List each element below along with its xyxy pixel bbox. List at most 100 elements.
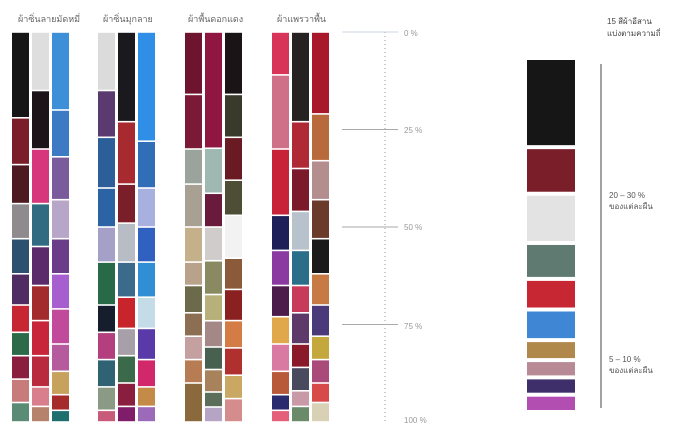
bar-segment-g4-c1-s9: [272, 372, 289, 394]
legend-range-high-sub: ของแต่ละผืน: [609, 202, 653, 211]
bar-segment-g3-c1-s7: [185, 286, 202, 312]
bar-segment-g3-c2-s9: [205, 370, 222, 392]
bar-segment-g4-c1-s7: [272, 317, 289, 344]
bar-segment-g4-c2-s1: [292, 32, 309, 121]
legend-range-high: 20 – 30 % ของแต่ละผืน: [609, 190, 653, 212]
bar-segment-g3-c2-s7: [205, 321, 222, 347]
bar-segment-g1-c2-s9: [32, 387, 49, 406]
bar-segment-g3-c2-s4: [205, 227, 222, 260]
bar-segment-g1-c3-s11: [52, 411, 69, 422]
bar-segment-g3-c3-s7: [225, 290, 242, 320]
bar-segment-g2-c3-s6: [138, 298, 155, 328]
bar-segment-g2-c2-s1: [118, 32, 135, 121]
group-header-3: ผ้าพื้นดอกแดง: [188, 14, 244, 24]
bar-segment-g4-c1-s8: [272, 344, 289, 371]
bar-segment-g2-c1-s6: [98, 262, 115, 305]
bar-segment-g3-c1-s10: [185, 360, 202, 383]
legend-swatch-7: [527, 342, 575, 359]
legend-title: 15 สีผ้าอีสาน แบ่งตามความถี่: [607, 16, 661, 40]
bar-segment-g4-c3-s8: [312, 337, 329, 359]
bar-segment-g1-c2-s6: [32, 286, 49, 320]
group-header-1: ผ้าซิ่นลายมัดหมี่: [18, 14, 81, 24]
bar-segment-g3-c2-s1: [205, 32, 222, 148]
bar-segment-g2-c1-s3: [98, 138, 115, 188]
legend-title-line2: แบ่งตามความถี่: [607, 29, 661, 38]
bar-segment-g4-c2-s9: [292, 368, 309, 390]
bar-segment-g3-c1-s11: [185, 383, 202, 422]
legend-swatch-9: [527, 379, 575, 393]
bar-segment-g3-c1-s8: [185, 313, 202, 336]
bar-segment-g4-c3-s1: [312, 32, 329, 114]
bar-segment-g4-c1-s11: [272, 411, 289, 422]
bar-segment-g2-c3-s3: [138, 188, 155, 227]
bar-segment-g3-c2-s11: [205, 407, 222, 422]
bar-segment-g2-c2-s2: [118, 122, 135, 184]
bar-segment-g2-c2-s4: [118, 223, 135, 262]
bar-segment-g1-c2-s1: [32, 32, 49, 90]
bar-segment-g3-c3-s9: [225, 348, 242, 375]
bar-segment-g3-c3-s1: [225, 32, 242, 94]
bar-segment-g2-c1-s11: [98, 411, 115, 422]
bar-segment-g4-c3-s9: [312, 360, 329, 383]
bar-segment-g1-c3-s4: [52, 200, 69, 238]
bar-segment-g1-c2-s3: [32, 149, 49, 203]
bar-segment-g4-c1-s5: [272, 251, 289, 285]
group-header-4: ผ้าแพรวาพื้น: [277, 14, 327, 24]
group-header-2: ผ้าซิ่นมุกลาย: [103, 14, 153, 24]
bar-segment-g3-c3-s5: [225, 216, 242, 258]
y-tick-label-100: 100 %: [404, 416, 427, 425]
bar-segment-g3-c1-s4: [185, 184, 202, 227]
bar-segment-g2-c3-s1: [138, 32, 155, 141]
bar-segment-g2-c2-s8: [118, 356, 135, 383]
legend-range-high-value: 20 – 30 %: [609, 191, 646, 200]
bar-segment-g2-c2-s7: [118, 329, 135, 355]
bar-segment-g4-c3-s5: [312, 239, 329, 273]
bar-segment-g2-c3-s8: [138, 360, 155, 387]
bar-segment-g4-c2-s3: [292, 169, 309, 211]
bar-segment-g3-c2-s5: [205, 261, 222, 294]
bar-segment-g1-c2-s5: [32, 247, 49, 285]
bar-segment-g1-c3-s7: [52, 309, 69, 344]
bar-segment-g3-c1-s6: [185, 262, 202, 285]
bar-segment-g4-c1-s2: [272, 75, 289, 149]
bar-segment-g2-c2-s3: [118, 184, 135, 223]
bar-segment-g3-c2-s2: [205, 149, 222, 193]
bar-segment-g4-c1-s3: [272, 149, 289, 215]
legend-range-low-sub: ของแต่ละผืน: [609, 366, 653, 375]
bar-segment-g1-c3-s10: [52, 395, 69, 410]
bar-segment-g3-c3-s11: [225, 399, 242, 422]
bar-segment-g2-c1-s5: [98, 227, 115, 262]
bar-segment-g2-c3-s9: [138, 387, 155, 406]
bar-segment-g4-c3-s10: [312, 383, 329, 402]
bar-segment-g2-c3-s7: [138, 329, 155, 359]
bar-segment-g1-c3-s2: [52, 110, 69, 156]
bar-segment-g2-c1-s4: [98, 188, 115, 227]
bar-segment-g1-c1-s2: [12, 118, 29, 164]
bar-segment-g2-c3-s2: [138, 142, 155, 188]
bar-segment-g1-c1-s6: [12, 274, 29, 305]
bar-segment-g3-c1-s5: [185, 227, 202, 262]
bar-segment-g1-c2-s4: [32, 204, 49, 246]
bar-segment-g3-c3-s3: [225, 138, 242, 180]
bar-segment-g4-c2-s8: [292, 344, 309, 367]
bar-segment-g3-c1-s9: [185, 337, 202, 359]
bar-segment-g2-c1-s7: [98, 305, 115, 332]
legend-swatch-6: [527, 311, 575, 339]
bar-segment-g1-c1-s1: [12, 32, 29, 117]
y-tick-label-50: 50 %: [404, 223, 423, 232]
legend-swatch-10: [527, 396, 575, 410]
bar-segment-g1-c1-s5: [12, 239, 29, 273]
bar-segment-g1-c3-s1: [52, 32, 69, 110]
bar-segment-g2-c3-s5: [138, 262, 155, 297]
bar-segment-g2-c1-s1: [98, 32, 115, 90]
bar-segment-g2-c1-s8: [98, 333, 115, 359]
bar-segment-g3-c3-s6: [225, 259, 242, 289]
bar-segment-g3-c3-s10: [225, 376, 242, 398]
bar-segment-g4-c3-s7: [312, 305, 329, 336]
bar-segment-g2-c3-s4: [138, 227, 155, 262]
bar-segment-g1-c1-s8: [12, 333, 29, 355]
bar-segment-g4-c3-s3: [312, 161, 329, 199]
bar-segment-g2-c2-s5: [118, 262, 135, 297]
bar-segment-g1-c1-s9: [12, 356, 29, 379]
legend-swatch-4: [527, 244, 575, 277]
